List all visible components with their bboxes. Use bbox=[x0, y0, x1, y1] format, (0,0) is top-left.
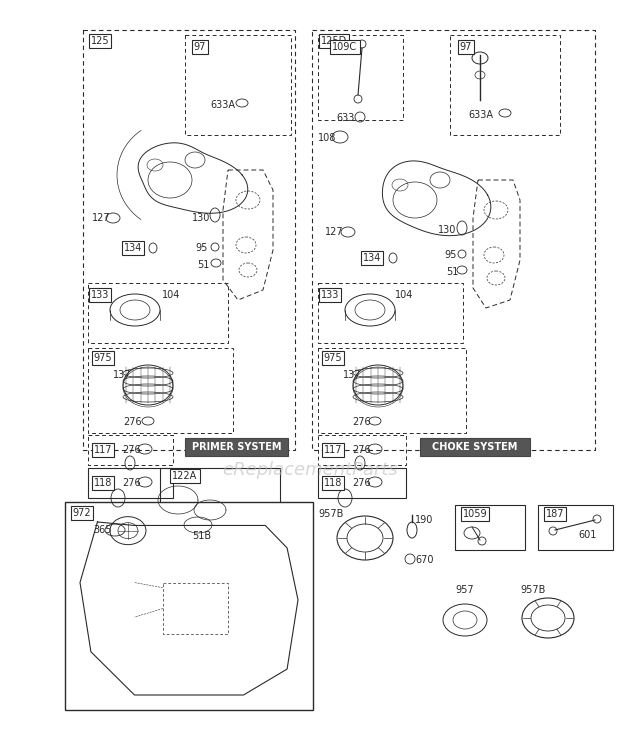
Text: 118: 118 bbox=[324, 478, 342, 488]
Text: 137: 137 bbox=[343, 370, 361, 380]
Text: 633: 633 bbox=[336, 113, 355, 123]
Bar bbox=[420, 438, 530, 456]
Bar bbox=[318, 283, 463, 343]
Text: 108: 108 bbox=[318, 133, 337, 143]
Text: 127: 127 bbox=[325, 227, 343, 237]
Text: 1059: 1059 bbox=[463, 509, 487, 519]
Text: 51B: 51B bbox=[192, 531, 211, 541]
Text: 133: 133 bbox=[91, 290, 109, 300]
Bar bbox=[450, 35, 560, 135]
Text: 670: 670 bbox=[415, 555, 433, 565]
Text: 127: 127 bbox=[92, 213, 110, 223]
Bar bbox=[88, 348, 233, 433]
Text: 95: 95 bbox=[444, 250, 456, 260]
Text: 276: 276 bbox=[122, 445, 141, 455]
Text: 365: 365 bbox=[93, 525, 112, 535]
Text: 133: 133 bbox=[321, 290, 339, 300]
Text: 118: 118 bbox=[94, 478, 112, 488]
Text: 51: 51 bbox=[197, 260, 210, 270]
Text: 130: 130 bbox=[438, 225, 456, 235]
Bar bbox=[312, 30, 595, 450]
Bar bbox=[88, 283, 228, 343]
Bar bbox=[88, 468, 173, 498]
Text: 276: 276 bbox=[352, 478, 371, 488]
Text: 95: 95 bbox=[195, 243, 207, 253]
Text: 104: 104 bbox=[395, 290, 414, 300]
Bar bbox=[318, 348, 466, 433]
Text: 122A: 122A bbox=[172, 471, 198, 481]
Bar bbox=[318, 468, 406, 498]
Bar bbox=[318, 35, 403, 120]
Text: 190: 190 bbox=[415, 515, 433, 525]
Text: 957B: 957B bbox=[318, 509, 343, 519]
Text: 125D: 125D bbox=[321, 36, 347, 46]
Text: 633A: 633A bbox=[210, 100, 235, 110]
Text: 276: 276 bbox=[122, 478, 141, 488]
Text: 276: 276 bbox=[123, 417, 141, 427]
Text: 187: 187 bbox=[546, 509, 564, 519]
Text: 975: 975 bbox=[324, 353, 342, 363]
Text: 601: 601 bbox=[578, 530, 596, 540]
Text: 117: 117 bbox=[94, 445, 112, 455]
Text: 104: 104 bbox=[162, 290, 180, 300]
Bar bbox=[163, 583, 228, 635]
Text: 137: 137 bbox=[113, 370, 131, 380]
Text: 957: 957 bbox=[455, 585, 474, 595]
Bar bbox=[185, 438, 288, 456]
Text: 134: 134 bbox=[363, 253, 381, 263]
Bar bbox=[83, 30, 295, 450]
Text: 125: 125 bbox=[91, 36, 109, 46]
Bar bbox=[455, 505, 525, 550]
Text: 972: 972 bbox=[73, 508, 91, 518]
Text: 109C: 109C bbox=[332, 42, 358, 52]
Text: CHOKE SYSTEM: CHOKE SYSTEM bbox=[432, 442, 518, 452]
Text: 957B: 957B bbox=[520, 585, 546, 595]
Text: 276: 276 bbox=[352, 417, 371, 427]
Bar bbox=[88, 435, 173, 465]
Text: 130: 130 bbox=[192, 213, 210, 223]
Bar bbox=[538, 505, 613, 550]
Text: 117: 117 bbox=[324, 445, 342, 455]
Text: 975: 975 bbox=[94, 353, 112, 363]
Text: 276: 276 bbox=[352, 445, 371, 455]
Text: 134: 134 bbox=[124, 243, 142, 253]
Bar bbox=[318, 435, 406, 465]
Text: 97: 97 bbox=[194, 42, 206, 52]
Bar bbox=[185, 35, 291, 135]
Text: 51: 51 bbox=[446, 267, 458, 277]
Text: eReplacementParts: eReplacementParts bbox=[222, 461, 398, 479]
Text: 97: 97 bbox=[460, 42, 472, 52]
Text: PRIMER SYSTEM: PRIMER SYSTEM bbox=[192, 442, 281, 452]
Bar bbox=[160, 468, 280, 548]
Bar bbox=[65, 502, 313, 710]
Text: 633A: 633A bbox=[468, 110, 493, 120]
